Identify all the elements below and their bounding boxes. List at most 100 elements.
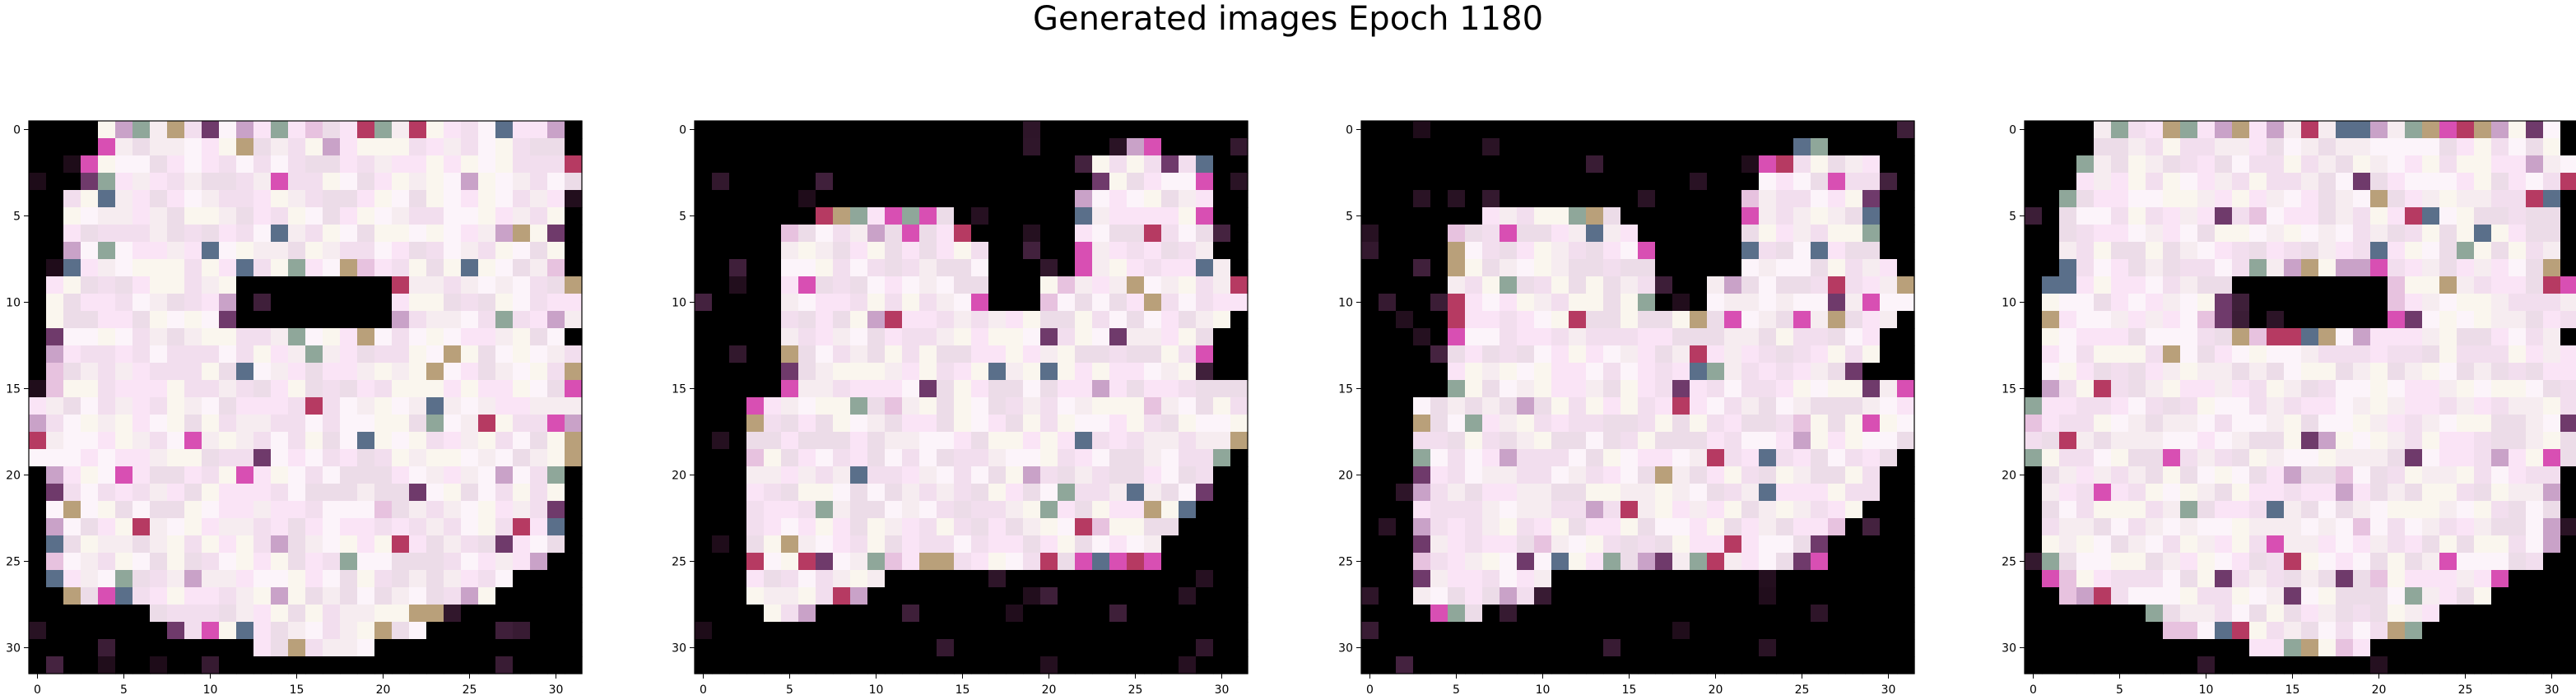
- pixel: [409, 294, 427, 312]
- pixel: [2163, 501, 2181, 519]
- pixel: [764, 622, 782, 640]
- pixel: [1230, 380, 1248, 398]
- pixel: [1793, 501, 1811, 519]
- pixel: [150, 570, 168, 588]
- pixel: [357, 605, 375, 623]
- pixel: [1127, 380, 1145, 398]
- pixel: [2353, 276, 2371, 294]
- pixel: [2267, 501, 2285, 519]
- pixel: [1179, 535, 1197, 554]
- pixel: [2163, 363, 2181, 381]
- pixel: [1500, 639, 1518, 657]
- pixel: [2491, 484, 2509, 502]
- pixel: [729, 415, 747, 433]
- pixel: [409, 449, 427, 467]
- pixel: [1776, 587, 1794, 605]
- pixel: [695, 138, 713, 156]
- pixel: [167, 501, 185, 519]
- pixel: [1776, 535, 1794, 554]
- pixel: [1361, 605, 1379, 623]
- pixel: [1811, 639, 1829, 657]
- pixel: [184, 432, 202, 450]
- pixel: [1058, 345, 1076, 364]
- pixel: [798, 225, 816, 243]
- pixel: [409, 207, 427, 225]
- axes-frame: [1360, 120, 1915, 674]
- pixel: [1551, 138, 1569, 156]
- pixel: [712, 501, 730, 519]
- pixel: [1603, 449, 1621, 467]
- pixel: [81, 311, 99, 329]
- pixel: [2180, 605, 2198, 623]
- pixel: [2128, 294, 2146, 312]
- pixel: [2301, 207, 2319, 225]
- pixel: [1465, 553, 1483, 571]
- pixel: [253, 484, 272, 502]
- pixel: [2422, 622, 2440, 640]
- pixel: [305, 138, 323, 156]
- pixel: [323, 242, 341, 260]
- pixel: [461, 311, 479, 329]
- y-tick-label: 30: [672, 642, 686, 656]
- pixel: [850, 173, 868, 191]
- pixel: [565, 415, 583, 433]
- pixel: [1361, 363, 1379, 381]
- pixel: [1144, 311, 1162, 329]
- pixel: [1058, 225, 1076, 243]
- pixel: [150, 639, 168, 657]
- pixel: [2388, 363, 2406, 381]
- pixel: [850, 276, 868, 294]
- pixel: [1500, 121, 1518, 139]
- pixel: [81, 535, 99, 554]
- pixel: [695, 415, 713, 433]
- pixel: [115, 259, 133, 277]
- pixel: [1127, 656, 1145, 674]
- pixel: [323, 190, 341, 208]
- pixel: [2025, 415, 2043, 433]
- pixel: [1500, 656, 1518, 674]
- pixel: [2388, 484, 2406, 502]
- pixel: [1811, 242, 1829, 260]
- pixel: [1213, 138, 1231, 156]
- pixel: [2526, 345, 2544, 364]
- pixel: [29, 276, 47, 294]
- pixel: [2336, 173, 2354, 191]
- pixel: [1569, 432, 1587, 450]
- pixel: [1551, 363, 1569, 381]
- pixel: [2336, 225, 2354, 243]
- pixel: [695, 345, 713, 364]
- pixel: [1638, 466, 1656, 484]
- pixel: [2042, 639, 2060, 657]
- pixel: [2128, 380, 2146, 398]
- pixel: [2025, 121, 2043, 139]
- pixel: [1109, 259, 1128, 277]
- pixel: [81, 294, 99, 312]
- pixel: [1179, 138, 1197, 156]
- pixel: [937, 622, 955, 640]
- pixel: [1517, 518, 1535, 536]
- pixel: [374, 328, 393, 346]
- pixel: [1448, 242, 1466, 260]
- pixel: [1196, 294, 1214, 312]
- pixel: [288, 173, 306, 191]
- pixel: [374, 207, 393, 225]
- pixel: [409, 432, 427, 450]
- pixel: [2560, 570, 2576, 588]
- pixel: [1517, 432, 1535, 450]
- pixel: [2111, 415, 2129, 433]
- pixel: [867, 345, 886, 364]
- pixel: [184, 415, 202, 433]
- pixel: [323, 415, 341, 433]
- pixel: [764, 328, 782, 346]
- pixel: [2318, 605, 2337, 623]
- pixel: [971, 553, 989, 571]
- pixel: [1448, 380, 1466, 398]
- pixel: [1811, 553, 1829, 571]
- pixel: [530, 225, 548, 243]
- pixel: [764, 173, 782, 191]
- pixel: [1811, 415, 1829, 433]
- pixel: [46, 570, 64, 588]
- pixel: [1707, 535, 1725, 554]
- pixel: [392, 587, 410, 605]
- pixel: [1880, 294, 1898, 312]
